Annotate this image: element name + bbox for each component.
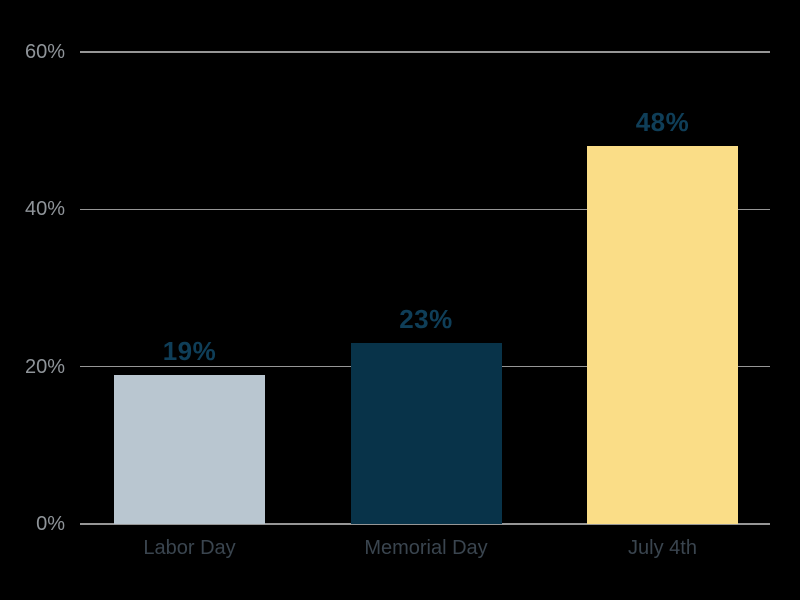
bar-labor-day bbox=[114, 374, 265, 524]
bar-july-4th bbox=[587, 146, 738, 524]
x-tick-label: July 4th bbox=[628, 537, 697, 559]
y-tick-label: 60% bbox=[24, 41, 65, 63]
gridline-60 bbox=[80, 51, 770, 53]
x-tick-label: Labor Day bbox=[143, 537, 236, 559]
gridline-40 bbox=[80, 208, 770, 211]
gridline-0 bbox=[80, 523, 770, 525]
plot-area: 19% 23% 48% bbox=[80, 52, 770, 524]
bar-memorial-day bbox=[350, 343, 502, 524]
y-tick-label: 20% bbox=[24, 355, 65, 378]
y-axis-labels: 0% 20% 40% 60% bbox=[0, 42, 65, 534]
x-axis-labels: Labor Day Memorial Day July 4th bbox=[80, 537, 770, 563]
y-tick-label: 0% bbox=[36, 513, 65, 535]
bar-value-label: 19% bbox=[162, 335, 217, 366]
bar-value-label: 48% bbox=[635, 107, 690, 138]
x-tick-label: Memorial Day bbox=[364, 537, 488, 559]
bar-value-label: 23% bbox=[399, 304, 453, 335]
y-tick-label: 40% bbox=[24, 198, 65, 221]
